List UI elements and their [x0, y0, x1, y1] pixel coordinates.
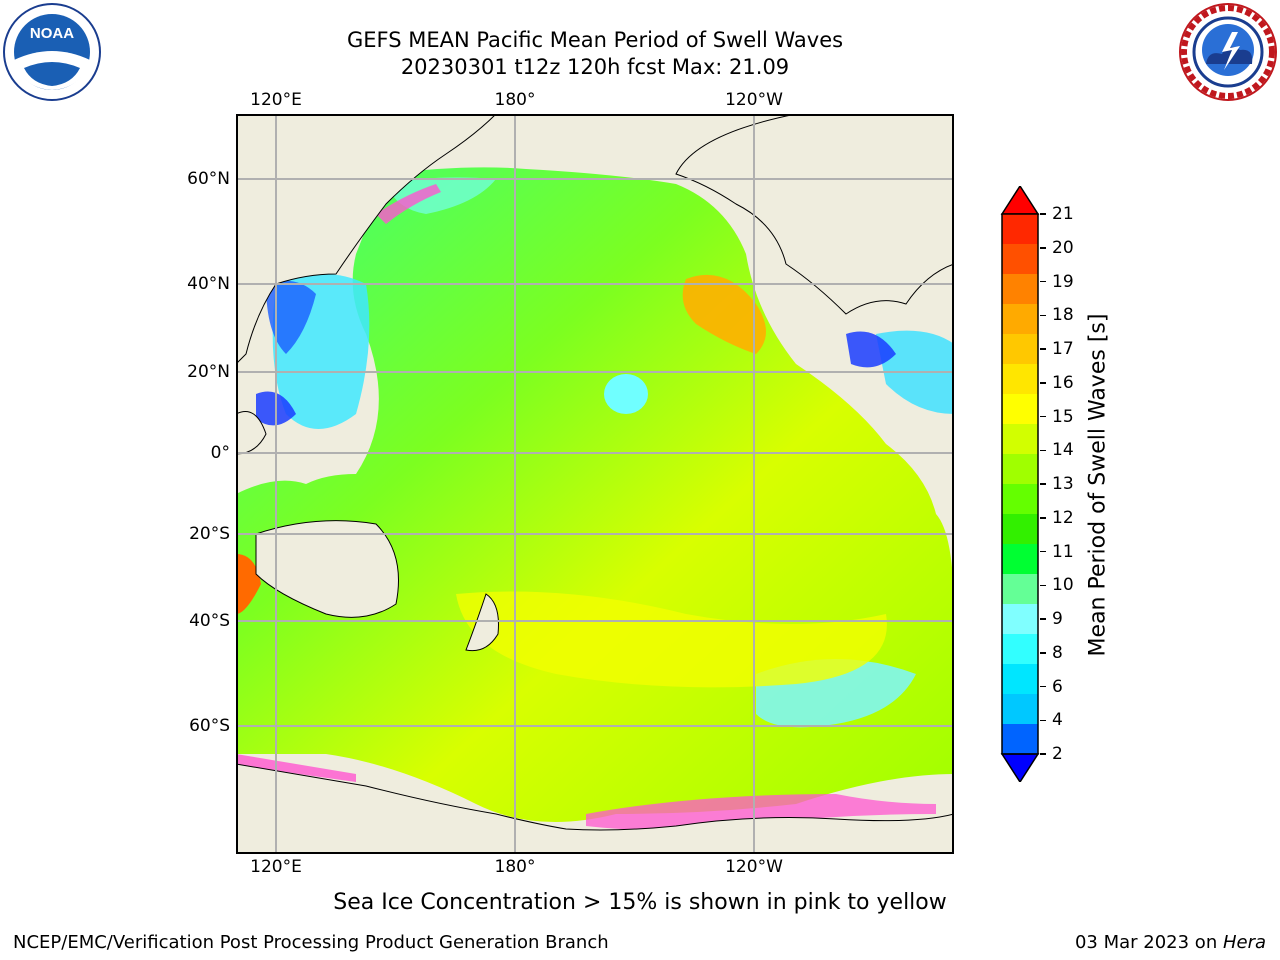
colorbar-extend-bottom [1000, 753, 1040, 782]
colorbar-tick-mark [1040, 483, 1046, 485]
lon-tick-bottom-180: 180° [494, 857, 536, 877]
colorbar-tick-mark [1040, 348, 1046, 350]
lat-tick-20n: 20°N [187, 362, 230, 382]
lon-tick-top-120w: 120°W [725, 90, 783, 110]
colorbar-tick-label: 4 [1052, 710, 1063, 731]
footer-date: 03 Mar 2023 on Hera [1075, 932, 1266, 953]
colorbar-tick-label: 17 [1052, 339, 1074, 359]
chart-title: GEFS MEAN Pacific Mean Period of Swell W… [346, 28, 844, 52]
noaa-logo-icon: NOAA [3, 3, 101, 101]
colorbar-segment [1002, 244, 1038, 275]
colorbar-tick-label: 16 [1052, 372, 1074, 393]
colorbar-tick-mark [1040, 280, 1046, 283]
australia-land [255, 520, 399, 618]
colorbar-segment [1002, 484, 1038, 515]
colorbar-tick-mark [1040, 550, 1046, 553]
footer-date-text: 03 Mar 2023 on [1074, 932, 1223, 953]
colorbar-tick-label: 2 [1052, 744, 1063, 764]
colorbar-tick-mark [1040, 753, 1046, 755]
colorbar-tick-mark [1040, 685, 1046, 688]
colorbar-tick-mark [1040, 382, 1046, 384]
colorbar-tick-label: 9 [1052, 609, 1063, 629]
colorbar-tick-label: 20 [1052, 237, 1074, 258]
colorbar-segment [1002, 394, 1038, 425]
colorbar-segment [1002, 334, 1038, 365]
colorbar-tick-mark [1040, 247, 1046, 249]
lat-tick-0: 0° [210, 443, 230, 463]
lat-tick-20s: 20°S [189, 524, 230, 544]
colorbar [1000, 186, 1040, 782]
colorbar-tick-label: 18 [1052, 305, 1074, 326]
north-america-land [675, 114, 954, 315]
footer-machine: Hera [1222, 932, 1266, 953]
colorbar-label: Mean Period of Swell Waves [s] [1085, 313, 1111, 657]
colorbar-tick-label: 6 [1052, 676, 1063, 697]
sea-ice-note: Sea Ice Concentration > 15% is shown in … [333, 890, 947, 915]
colorbar-tick-mark [1040, 415, 1046, 418]
colorbar-segment [1002, 364, 1038, 395]
colorbar-tick-label: 19 [1052, 271, 1074, 292]
nws-logo-icon [1179, 3, 1277, 101]
colorbar-tick-label: 21 [1052, 204, 1074, 224]
long-period-zone-northeast [682, 274, 766, 354]
colorbar-tick-mark [1040, 719, 1046, 721]
colorbar-segment [1002, 214, 1038, 245]
colorbar-tick-mark [1040, 213, 1046, 215]
colorbar-segment [1002, 274, 1038, 305]
colorbar-tick-label: 13 [1052, 474, 1074, 494]
colorbar-tick-label: 12 [1052, 507, 1074, 528]
lon-tick-bottom-120e: 120°E [250, 857, 302, 877]
asia-land [236, 114, 497, 365]
colorbar-segment [1002, 694, 1038, 725]
colorbar-tick-label: 15 [1052, 406, 1074, 427]
swell-period-map [236, 114, 954, 854]
lon-tick-top-180: 180° [494, 90, 536, 110]
colorbar-segment [1002, 574, 1038, 605]
colorbar-segment [1002, 514, 1038, 545]
colorbar-segment [1002, 634, 1038, 665]
lat-tick-60s: 60°S [189, 716, 230, 736]
colorbar-segment [1002, 454, 1038, 485]
footer-credit: NCEP/EMC/Verification Post Processing Pr… [13, 932, 609, 953]
colorbar-tick-mark [1040, 517, 1046, 519]
colorbar-extend-top [1000, 186, 1040, 215]
colorbar-tick-mark [1040, 618, 1046, 620]
chart-subtitle: 20230301 t12z 120h fcst Max: 21.09 [400, 55, 790, 79]
colorbar-tick-mark [1040, 584, 1046, 586]
lat-tick-60n: 60°N [187, 169, 230, 189]
colorbar-segment [1002, 424, 1038, 455]
lat-tick-40s: 40°S [189, 611, 230, 631]
lon-tick-top-120e: 120°E [250, 90, 302, 110]
antarctica-land [236, 763, 954, 854]
colorbar-tick-label: 11 [1052, 541, 1074, 562]
sea-ice-edge-south [586, 794, 936, 830]
colorbar-tick-label: 14 [1052, 440, 1074, 461]
lon-tick-bottom-120w: 120°W [725, 857, 783, 877]
colorbar-segment [1002, 664, 1038, 695]
colorbar-tick-mark [1040, 449, 1046, 451]
colorbar-segment [1002, 544, 1038, 575]
colorbar-segment [1002, 604, 1038, 635]
colorbar-tick-label: 8 [1052, 642, 1063, 663]
colorbar-tick-mark [1040, 652, 1046, 654]
graticule [236, 114, 954, 854]
svg-text:NOAA: NOAA [30, 25, 74, 42]
colorbar-tick-mark [1040, 314, 1046, 316]
colorbar-segment [1002, 304, 1038, 335]
lat-tick-40n: 40°N [187, 274, 230, 294]
colorbar-tick-label: 10 [1052, 575, 1074, 596]
colorbar-segment [1002, 724, 1038, 755]
